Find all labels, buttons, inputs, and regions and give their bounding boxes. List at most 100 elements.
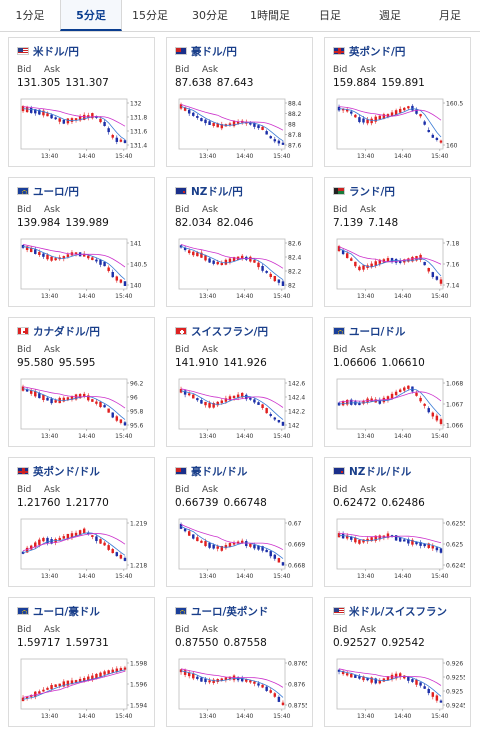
- currency-pair-link[interactable]: 米ドル/円: [33, 45, 79, 58]
- rate-card[interactable]: ユーロ/豪ドル Bid Ask 1.59717 1.59731 1.598 1.596 1.5…: [8, 597, 155, 727]
- candle-body: [240, 255, 244, 260]
- currency-pair-link[interactable]: NZドル/円: [191, 185, 243, 198]
- x-tick-label: 14:40: [394, 713, 411, 720]
- candlestick-chart[interactable]: 88.4 88.2 88 87.8 87.6 13:40 14:40 15:40: [173, 95, 307, 163]
- bid-label: Bid: [333, 625, 348, 635]
- candlestick-chart[interactable]: 96.2 96 95.8 95.6 13:40 14:40 15:40: [15, 375, 149, 443]
- currency-pair-link[interactable]: ユーロ/豪ドル: [33, 605, 100, 618]
- candle-body: [187, 250, 191, 254]
- candle-body: [220, 545, 224, 551]
- candlestick-chart[interactable]: 160.5 160 13:40 14:40 15:40: [331, 95, 465, 163]
- candlestick-chart[interactable]: 0.6255 0.625 0.6245 13:40 14:40 15:40: [331, 515, 465, 583]
- candle-body: [281, 421, 285, 426]
- candle-body: [46, 537, 49, 544]
- candlestick-chart[interactable]: 0.926 0.9255 0.925 0.9245 13:40 14:40 15:40: [331, 655, 465, 723]
- chart-frame: [20, 238, 128, 290]
- candle-body: [115, 416, 119, 421]
- ma-short-line: [180, 106, 284, 142]
- rate-card[interactable]: 豪ドル/ドル Bid Ask 0.66739 0.66748 0.67 0.669 0.668…: [166, 457, 313, 587]
- tab-5[interactable]: 日足: [319, 9, 341, 22]
- rate-card[interactable]: カナダドル/円 Bid Ask 95.580 95.595 96.2 96 95.8 95.6 1…: [8, 317, 155, 447]
- candle-body: [386, 676, 390, 681]
- y-tick-label: 96: [130, 395, 138, 402]
- candle-body: [62, 397, 66, 402]
- tab-4[interactable]: 1時間足: [250, 9, 290, 22]
- rate-card[interactable]: NZドル/ドル Bid Ask 0.62472 0.62486 0.6255 0.625 0.…: [324, 457, 471, 587]
- currency-pair-link[interactable]: 豪ドル/円: [191, 45, 237, 58]
- candlestick-chart[interactable]: 7.18 7.16 7.14 13:40 14:40 15:40: [331, 235, 465, 303]
- x-tick-label: 14:40: [236, 293, 253, 300]
- ma-short-line: [22, 669, 126, 700]
- price-labels: Bid Ask: [333, 205, 387, 215]
- candle-body: [224, 545, 228, 549]
- rate-card[interactable]: ユーロ/ドル Bid Ask 1.06606 1.06610 1.068 1.067 1.06…: [324, 317, 471, 447]
- rate-card[interactable]: ユーロ/英ポンド Bid Ask 0.87550 0.87558 0.8765 0.876 0…: [166, 597, 313, 727]
- bid-value: 0.92527: [333, 637, 377, 649]
- candlestick-chart[interactable]: 132 131.8 131.6 131.4 13:40 14:40 15:40: [15, 95, 149, 163]
- rate-card[interactable]: 豪ドル/円 Bid Ask 87.638 87.643 88.4 88.2 88 87.8 87.…: [166, 37, 313, 167]
- rate-card[interactable]: 米ドル/スイスフラン Bid Ask 0.92527 0.92542 0.926 0.925…: [324, 597, 471, 727]
- candlestick-chart[interactable]: 1.598 1.596 1.594 13:40 14:40 15:40: [15, 655, 149, 723]
- rate-card[interactable]: NZドル/円 Bid Ask 82.034 82.046 82.6 82.4 82.2 82 13…: [166, 177, 313, 307]
- nz-flag-icon: [175, 187, 187, 195]
- tab-3[interactable]: 30分足: [192, 9, 228, 22]
- candlestick-chart[interactable]: 141 140.5 140 13:40 14:40 15:40: [15, 235, 149, 303]
- rate-card[interactable]: ランド/円 Bid Ask 7.139 7.148 7.18 7.16 7.14 13:40 14…: [324, 177, 471, 307]
- currency-pair-link[interactable]: ユーロ/ドル: [349, 325, 406, 338]
- rate-card[interactable]: ユーロ/円 Bid Ask 139.984 139.989 141 140.5 140 13:4…: [8, 177, 155, 307]
- tab-2[interactable]: 15分足: [132, 9, 168, 22]
- eu-flag-icon: [17, 607, 29, 615]
- rate-card[interactable]: 英ポンド/円 Bid Ask 159.884 159.891 160.5 160 13:40 1…: [324, 37, 471, 167]
- y-tick-label: 1.219: [130, 521, 147, 528]
- y-tick-label: 0.926: [446, 661, 463, 668]
- candle-body: [354, 537, 357, 543]
- candlestick-chart[interactable]: 0.8765 0.876 0.8755 13:40 14:40 15:40: [173, 655, 307, 723]
- candle-body: [419, 114, 422, 117]
- candle-body: [394, 673, 398, 679]
- currency-pair-link[interactable]: NZドル/ドル: [349, 465, 412, 478]
- candlestick-chart[interactable]: 142.6 142.4 142.2 142 13:40 14:40 15:40: [173, 375, 307, 443]
- currency-pair-link[interactable]: ランド/円: [349, 185, 395, 198]
- y-tick-label: 95.6: [130, 423, 144, 430]
- currency-pair-link[interactable]: ユーロ/円: [33, 185, 79, 198]
- rate-card[interactable]: スイスフラン/円 Bid Ask 141.910 141.926 142.6 142.4 14…: [166, 317, 313, 447]
- candle-body: [200, 677, 203, 682]
- currency-pair-link[interactable]: 豪ドル/ドル: [191, 465, 248, 478]
- candlestick-chart[interactable]: 1.219 1.218 13:40 14:40 15:40: [15, 515, 149, 583]
- x-tick-label: 13:40: [199, 153, 216, 160]
- currency-pair-link[interactable]: 英ポンド/円: [349, 45, 406, 58]
- candle-body: [34, 109, 37, 114]
- candlestick-chart[interactable]: 0.67 0.669 0.668 13:40 14:40 15:40: [173, 515, 307, 583]
- currency-pair-link[interactable]: カナダドル/円: [33, 325, 100, 338]
- rate-card[interactable]: 英ポンド/ドル Bid Ask 1.21760 1.21770 1.219 1.218 13:…: [8, 457, 155, 587]
- currency-pair-link[interactable]: 米ドル/スイスフラン: [349, 605, 448, 618]
- currency-pair-link[interactable]: ユーロ/英ポンド: [191, 605, 269, 618]
- ma-short-line: [180, 526, 284, 559]
- x-tick-label: 15:40: [115, 153, 132, 160]
- x-tick-label: 15:40: [273, 293, 290, 300]
- y-tick-label: 0.669: [288, 542, 305, 549]
- candle-body: [54, 684, 57, 688]
- candlestick-chart[interactable]: 82.6 82.4 82.2 82 13:40 14:40 15:40: [173, 235, 307, 303]
- tab-0[interactable]: 1分足: [15, 9, 45, 22]
- chart-frame: [336, 658, 444, 710]
- candle-body: [257, 125, 260, 129]
- candle-body: [95, 259, 98, 262]
- x-tick-label: 13:40: [357, 293, 374, 300]
- gb-flag-icon: [17, 467, 29, 475]
- rate-card[interactable]: 米ドル/円 Bid Ask 131.305 131.307 132 131.8 131.6 13…: [8, 37, 155, 167]
- currency-pair-link[interactable]: スイスフラン/円: [191, 325, 269, 338]
- candle-body: [265, 408, 268, 414]
- candle-body: [378, 680, 382, 684]
- tab-1[interactable]: 5分足: [60, 0, 122, 31]
- tab-7[interactable]: 月足: [439, 9, 461, 22]
- candle-body: [394, 110, 398, 115]
- ask-value: 1.21770: [65, 497, 109, 509]
- chart-svg: 7.18 7.16 7.14 13:40 14:40 15:40: [336, 238, 460, 300]
- candlestick-chart[interactable]: 1.068 1.067 1.066 13:40 14:40 15:40: [331, 375, 465, 443]
- currency-pair-link[interactable]: 英ポンド/ドル: [33, 465, 100, 478]
- tab-6[interactable]: 週足: [379, 9, 401, 22]
- candle-body: [228, 676, 232, 679]
- y-tick-label: 0.9255: [446, 675, 465, 682]
- bid-label: Bid: [17, 485, 32, 495]
